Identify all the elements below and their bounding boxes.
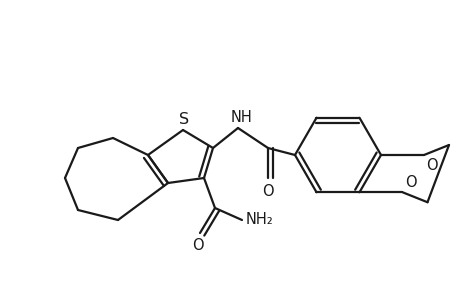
Text: O: O — [425, 158, 437, 172]
Text: O: O — [262, 184, 273, 199]
Text: NH₂: NH₂ — [246, 212, 273, 227]
Text: NH: NH — [230, 110, 252, 124]
Text: O: O — [404, 175, 415, 190]
Text: S: S — [179, 112, 189, 128]
Text: O: O — [192, 238, 203, 253]
